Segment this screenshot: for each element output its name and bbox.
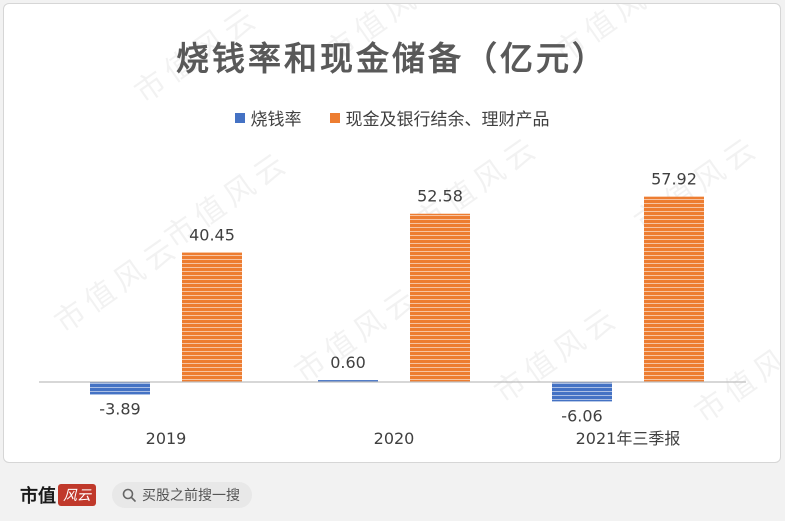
x-tick-label-1: 2020 xyxy=(374,429,415,448)
data-label-cash-2: 57.92 xyxy=(651,170,697,189)
legend-label-cash: 现金及银行结余、理财产品 xyxy=(345,110,550,130)
chart-card: 市值风云 市值风云 市值风云 市值风云 市值风云 市值风云 市值风云 市值风云 市值风云 市值风云… xyxy=(3,3,781,463)
data-label-cash-1: 52.58 xyxy=(417,187,463,206)
brand-logo: 市值 xyxy=(20,485,56,507)
data-label-cash-0: 40.45 xyxy=(189,226,235,245)
bar-burn-rate-0 xyxy=(90,382,150,395)
x-tick-label-2: 2021年三季报 xyxy=(576,429,681,448)
bar-burn-rate-2 xyxy=(552,382,612,402)
chart-title: 烧钱率和现金储备（亿元） xyxy=(176,39,608,78)
legend-swatch-burn-rate xyxy=(234,112,245,123)
data-label-burn-rate-1: 0.60 xyxy=(330,353,366,372)
legend-swatch-cash xyxy=(329,112,340,123)
data-label-burn-rate-2: -6.06 xyxy=(561,406,602,425)
x-tick-label-0: 2019 xyxy=(146,429,187,448)
legend-label-burn-rate: 烧钱率 xyxy=(250,110,302,130)
bar-burn-rate-1 xyxy=(318,380,378,382)
brand-logo-script: 风云 xyxy=(58,483,96,506)
legend-item-burn-rate: 烧钱率 xyxy=(234,105,302,130)
search-box[interactable]: 买股之前搜一搜 xyxy=(112,481,252,508)
search-icon xyxy=(122,488,136,502)
bar-chart: -3.89 40.45 2019 0.60 52.58 2020 -6.06 57.92 202… xyxy=(39,170,746,448)
bar-cash-0 xyxy=(182,252,242,382)
search-text: 买股之前搜一搜 xyxy=(142,487,240,504)
legend: 烧钱率 现金及银行结余、理财产品 xyxy=(4,105,780,130)
footer: 市值 风云 买股之前搜一搜 xyxy=(0,468,785,521)
legend-item-cash: 现金及银行结余、理财产品 xyxy=(329,105,550,130)
data-label-burn-rate-0: -3.89 xyxy=(99,399,140,418)
bar-cash-2 xyxy=(644,196,704,382)
bar-cash-1 xyxy=(410,213,470,382)
